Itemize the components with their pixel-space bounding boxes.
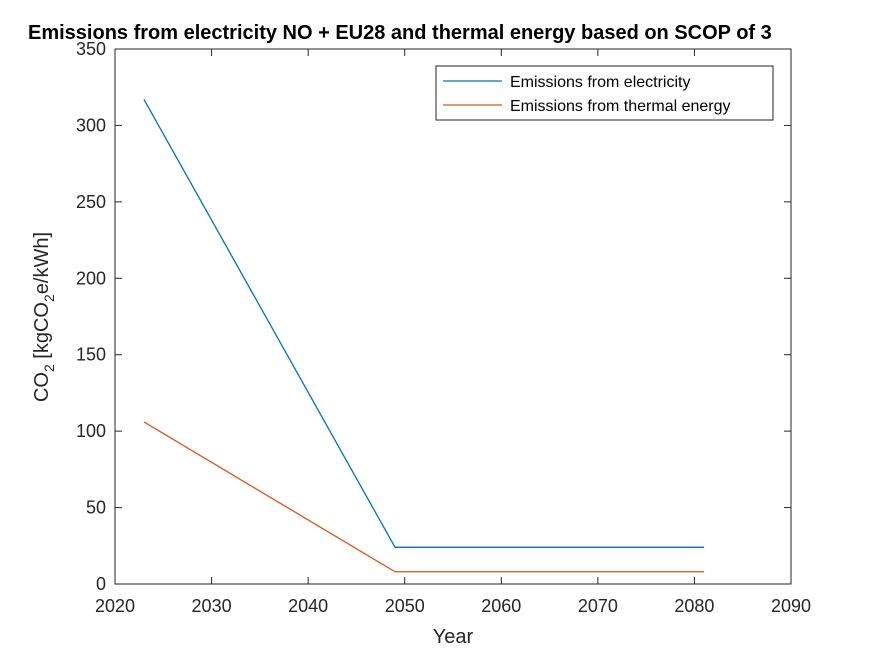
axes-box	[114, 48, 792, 585]
x-tick-label: 2030	[192, 596, 232, 616]
x-tick-label: 2060	[481, 596, 521, 616]
y-tick-label: 350	[76, 39, 106, 59]
y-label-prefix: CO	[31, 372, 53, 402]
x-axis-label: Year	[433, 626, 474, 648]
x-tick-label: 2040	[288, 596, 328, 616]
y-tick-label: 250	[76, 192, 106, 212]
x-tick-label: 2080	[674, 596, 714, 616]
y-label-mid: [kgCO	[31, 302, 53, 364]
x-tick-label: 2020	[95, 596, 135, 616]
ticks-layer: 2020 2030 2040 2050 2060 2070 2080 2090 0 50 100 15…	[76, 39, 811, 616]
legend-box	[435, 65, 774, 121]
x-tick-label: 2070	[578, 596, 618, 616]
legend-label: Emissions from thermal energy	[510, 98, 731, 115]
series-line-thermal-energy	[143, 421, 705, 573]
chart-title: Emissions from electricity NO + EU28 and…	[28, 22, 772, 44]
y-tick-label: 200	[76, 268, 106, 288]
x-tick-label: 2050	[385, 596, 425, 616]
series-line-electricity	[143, 99, 705, 548]
y-label-sub1: 2	[41, 364, 57, 372]
y-tick-label: 100	[76, 421, 106, 441]
y-tick-label: 0	[96, 574, 106, 594]
y-label-suffix: e/kWh]	[31, 232, 53, 294]
x-tick-label: 2090	[771, 596, 811, 616]
legend: Emissions from electricity Emissions from…	[435, 65, 774, 121]
series-layer	[143, 99, 705, 573]
y-axis-label: CO2 [kgCO2e/kWh]	[31, 232, 57, 402]
y-label-sub2: 2	[41, 294, 57, 302]
plot-area	[114, 48, 792, 585]
y-tick-label: 150	[76, 345, 106, 365]
legend-label: Emissions from electricity	[510, 74, 690, 91]
y-tick-label: 300	[76, 115, 106, 135]
y-tick-label: 50	[86, 498, 106, 518]
